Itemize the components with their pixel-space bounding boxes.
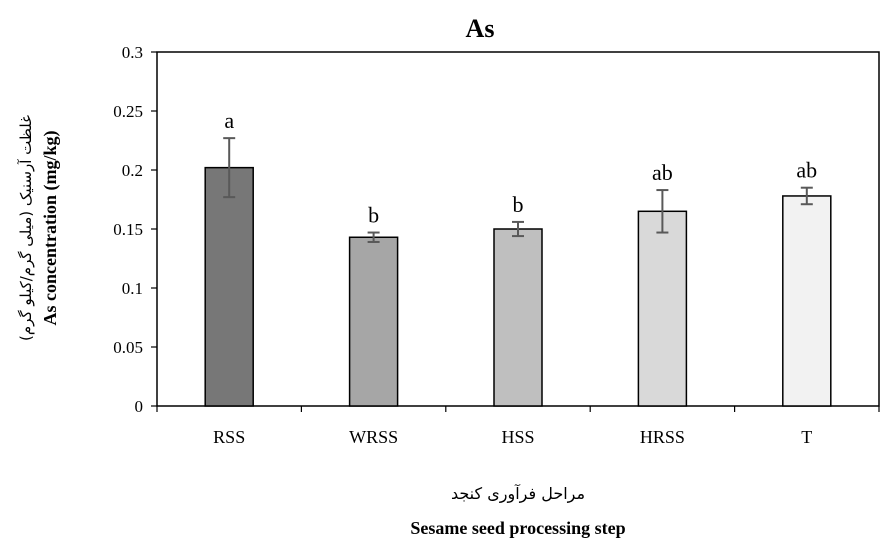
y-tick-label: 0: [135, 397, 144, 416]
significance-label: b: [513, 192, 524, 217]
bars: a RSS b WRSS b HSS ab HRSS ab T: [204, 108, 832, 447]
x-tick-label: HRSS: [640, 427, 685, 447]
bar-hss: [493, 228, 543, 407]
y-tick-label: 0.15: [113, 220, 143, 239]
y-tick-label: 0.05: [113, 338, 143, 357]
y-tick-label: 0.1: [122, 279, 143, 298]
significance-label: a: [224, 108, 234, 133]
x-axis-label-fa: مراحل فرآوری کنجد: [451, 484, 585, 504]
x-tick-label: T: [801, 427, 812, 447]
significance-label: ab: [796, 158, 817, 183]
x-tick-label: RSS: [213, 427, 245, 447]
x-tick-label: HSS: [501, 427, 534, 447]
y-axis-ticks: 0 0.05 0.1 0.15 0.2 0.25 0.3: [113, 43, 157, 416]
significance-label: b: [368, 203, 379, 228]
x-tick-label: WRSS: [349, 427, 398, 447]
significance-label: ab: [652, 160, 673, 185]
bar-hrss: [637, 210, 688, 407]
bar-wrss: [348, 236, 399, 407]
x-axis-ticks: [156, 406, 880, 412]
y-tick-label: 0.3: [122, 43, 143, 62]
y-axis-label: As concentration (mg/kg): [40, 131, 61, 326]
y-tick-label: 0.2: [122, 161, 143, 180]
bar-t: [782, 195, 832, 407]
y-tick-label: 0.25: [113, 102, 143, 121]
bar-rss: [204, 166, 254, 407]
chart-title: As: [466, 14, 495, 43]
x-axis-label: Sesame seed processing step: [410, 518, 625, 538]
y-axis-label-fa: غلظت آرسنیک (میلی گرم/کیلو گرم): [17, 115, 35, 341]
